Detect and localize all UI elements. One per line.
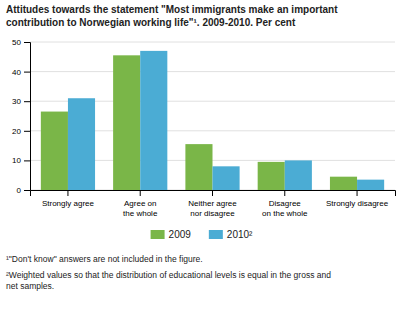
tick: 50 (12, 38, 30, 47)
text-line: Attitudes towards the statement "Most im… (6, 4, 338, 15)
bar (68, 98, 95, 190)
tick-label: Agree onthe whole (123, 199, 158, 218)
tick: 30 (12, 97, 30, 106)
text-line: contribution to Norwegian working life"¹… (6, 17, 296, 28)
bar (41, 112, 68, 190)
tick-mark (212, 190, 213, 196)
x-axis: Strongly agree Agree onthe whole Neither a… (31, 190, 396, 218)
text-line: net samples. (6, 281, 54, 291)
title: Attitudes towards the statement "Most im… (6, 4, 338, 28)
tick-label: Neither agreenor disagree (188, 199, 237, 218)
text-line: Disagree (269, 199, 302, 208)
grid-line (30, 42, 395, 43)
bar (285, 160, 312, 190)
tick: 10 (12, 156, 30, 165)
bar (113, 55, 140, 190)
tick: 40 (12, 68, 30, 77)
legend-label: 2009 (169, 229, 192, 240)
bars (41, 51, 384, 190)
tick-mark (24, 131, 30, 132)
bar-series (41, 55, 357, 190)
tick: Neither agreenor disagree (188, 190, 237, 218)
plot: 0 10 20 30 40 50 Strongly agree Agree onthe who… (12, 38, 395, 217)
tick-label: 0 (17, 186, 22, 195)
text-line: ¹"Don't know" answers are not included i… (6, 254, 203, 264)
text-line: the whole (123, 209, 158, 218)
tick-mark (67, 190, 68, 196)
tick-label: 40 (12, 68, 21, 77)
footnote: ²Weighted values so that the distributio… (6, 270, 331, 291)
tick-mark (24, 101, 30, 102)
text-line: nor disagree (190, 209, 235, 218)
footnote: ¹"Don't know" answers are not included i… (6, 254, 203, 264)
text-line: Agree on (124, 199, 156, 208)
tick-label: Disagreeon the whole (262, 199, 308, 218)
axis-line (24, 43, 31, 191)
bar (357, 180, 384, 190)
tick: Disagreeon the whole (262, 190, 308, 218)
tick-mark (357, 190, 358, 196)
tick-label: Strongly agree (42, 199, 95, 208)
legend-item: 2009 (151, 229, 192, 240)
text-line: on the whole (262, 209, 308, 218)
bar (330, 177, 357, 190)
grid (30, 42, 395, 190)
tick-mark (140, 190, 141, 196)
grid-line (30, 71, 395, 72)
legend: 2009 2010² (151, 229, 253, 240)
text-line: Strongly agree (42, 199, 95, 208)
bar-series (68, 51, 384, 190)
tick-label: Strongly disagree (326, 199, 389, 208)
bar (185, 144, 212, 190)
legend-swatch (209, 230, 223, 239)
bar (213, 166, 240, 190)
y-axis: 0 10 20 30 40 50 (12, 38, 30, 195)
tick-mark (24, 190, 30, 191)
tick-mark (24, 72, 30, 73)
text-line: Strongly disagree (326, 199, 389, 208)
tick-label: 30 (12, 97, 21, 106)
tick-mark (24, 160, 30, 161)
tick: Agree onthe whole (123, 190, 158, 218)
tick-label: 50 (12, 38, 21, 47)
axis-line (31, 191, 396, 197)
legend-label: 2010² (227, 229, 253, 240)
chart: Attitudes towards the statement "Most im… (0, 0, 403, 321)
text-line: Neither agree (188, 199, 237, 208)
tick-label: 20 (12, 127, 21, 136)
tick-mark (284, 190, 285, 196)
tick: 20 (12, 127, 30, 136)
tick-label: 10 (12, 156, 21, 165)
bar (258, 162, 285, 190)
tick: 0 (17, 186, 30, 195)
tick: Strongly disagree (326, 190, 389, 208)
legend-item: 2010² (209, 229, 253, 240)
tick: Strongly agree (42, 190, 95, 208)
text-line: ²Weighted values so that the distributio… (6, 270, 331, 280)
tick-mark (24, 42, 30, 43)
legend-swatch (151, 230, 165, 239)
bar (140, 51, 167, 190)
